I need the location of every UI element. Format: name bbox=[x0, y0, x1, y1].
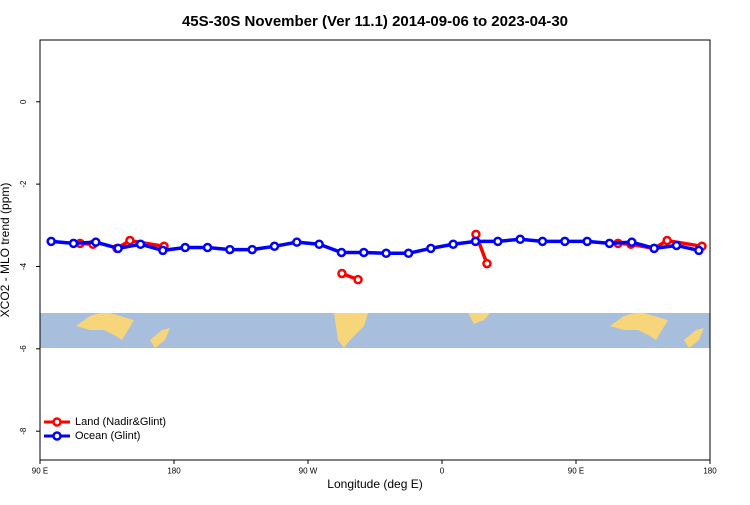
land-australia-2 bbox=[610, 313, 668, 340]
data-point bbox=[537, 236, 548, 247]
data-point bbox=[353, 274, 363, 285]
data-point bbox=[359, 247, 369, 258]
chart-title: 45S-30S November (Ver 11.1) 2014-09-06 t… bbox=[182, 13, 568, 30]
data-point bbox=[448, 239, 458, 249]
data-point bbox=[68, 238, 79, 249]
ocean-background bbox=[40, 313, 710, 348]
data-point bbox=[627, 237, 637, 247]
data-point bbox=[180, 242, 190, 253]
y-tick-label: -2 bbox=[19, 180, 28, 188]
data-point bbox=[158, 245, 168, 256]
y-tick-label: -6 bbox=[19, 345, 28, 353]
data-point bbox=[604, 238, 615, 249]
y-tick-label: 0 bbox=[19, 99, 28, 104]
y-tick-label: -4 bbox=[19, 262, 28, 270]
data-point bbox=[125, 235, 135, 246]
legend-label: Ocean (Glint) bbox=[75, 430, 140, 442]
land-nz bbox=[150, 328, 170, 348]
data-point bbox=[426, 243, 436, 254]
data-point bbox=[515, 234, 525, 245]
data-point bbox=[403, 248, 414, 259]
data-point bbox=[314, 239, 324, 249]
data-point bbox=[269, 241, 280, 252]
series-line bbox=[51, 237, 700, 256]
y-tick-label: -8 bbox=[19, 427, 28, 435]
data-point bbox=[46, 236, 56, 247]
x-tick-label: 90 W bbox=[299, 467, 318, 476]
data-point bbox=[135, 239, 146, 249]
legend-label: Land (Nadir&Glint) bbox=[75, 416, 166, 428]
data-point bbox=[694, 245, 704, 256]
x-tick-label: 90 E bbox=[568, 467, 584, 476]
data-point bbox=[113, 243, 123, 254]
map-strip bbox=[40, 313, 710, 348]
x-tick-label: 180 bbox=[167, 467, 181, 476]
legend-marker bbox=[52, 417, 62, 427]
data-point bbox=[582, 236, 592, 247]
legend-marker bbox=[52, 431, 62, 441]
plot-frame bbox=[39, 39, 711, 461]
data-point bbox=[91, 237, 101, 247]
x-tick-label: 90 E bbox=[32, 467, 48, 476]
data-point bbox=[202, 242, 213, 253]
land-nz-2 bbox=[684, 328, 704, 348]
data-point bbox=[470, 236, 481, 247]
x-axis-label: Longitude (deg E) bbox=[327, 477, 422, 491]
data-point bbox=[493, 236, 503, 247]
legend: Land (Nadir&Glint) Ocean (Glint) bbox=[44, 416, 166, 442]
data-point bbox=[662, 235, 672, 246]
land-s-america bbox=[334, 313, 368, 348]
data-point bbox=[482, 258, 492, 269]
x-tick-label: 0 bbox=[440, 467, 445, 476]
data-point bbox=[337, 268, 347, 279]
data-point bbox=[560, 236, 570, 247]
data-point bbox=[671, 240, 682, 251]
data-point bbox=[225, 244, 235, 255]
data-point bbox=[292, 237, 302, 247]
data-point bbox=[649, 243, 659, 254]
y-axis-label: XCO2 - MLO trend (ppm) bbox=[0, 183, 12, 318]
data-point bbox=[336, 247, 347, 258]
land-africa bbox=[468, 313, 490, 324]
data-point bbox=[381, 248, 391, 259]
data-point bbox=[247, 244, 257, 255]
land-australia bbox=[76, 313, 134, 340]
x-tick-label: 180 bbox=[703, 467, 717, 476]
